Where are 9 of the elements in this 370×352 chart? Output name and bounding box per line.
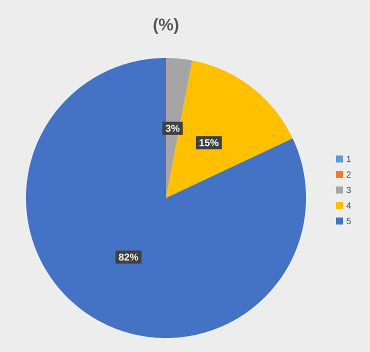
data-label: 3% bbox=[166, 124, 180, 132]
chart-title: (%) bbox=[154, 18, 178, 34]
data-label: 82% bbox=[118, 254, 138, 261]
legend-label: 1 bbox=[346, 156, 351, 162]
legend-label: 3 bbox=[346, 186, 351, 194]
legend-label: 2 bbox=[346, 171, 351, 178]
legend-label: 5 bbox=[346, 218, 351, 224]
legend-label: 4 bbox=[346, 202, 351, 209]
data-label: 15% bbox=[200, 139, 219, 146]
